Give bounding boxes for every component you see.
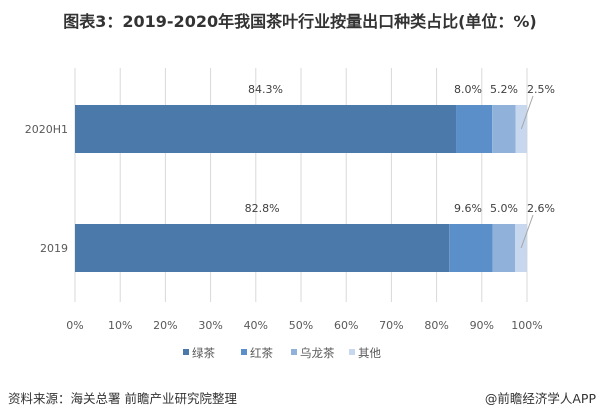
x-tick-label: 30% (198, 319, 222, 332)
data-label: 84.3% (248, 83, 283, 96)
x-tick-label: 0% (66, 319, 83, 332)
bar-segment (492, 224, 516, 272)
bar-segment (75, 224, 450, 272)
x-tick-label: 100% (511, 319, 542, 332)
bar-segment (75, 105, 457, 153)
data-label: 2.6% (527, 202, 555, 215)
legend-label: 绿茶 (192, 346, 215, 360)
leader-line (520, 95, 534, 130)
data-label: 8.0% (454, 83, 482, 96)
legend-swatch (183, 349, 189, 355)
legend-swatch (241, 349, 247, 355)
x-tick-label: 20% (153, 319, 177, 332)
x-tick-label: 40% (244, 319, 268, 332)
source-note: 资料来源：海关总署 前瞻产业研究院整理 (8, 391, 237, 406)
bar-segment (449, 224, 493, 272)
legend-label: 红茶 (250, 346, 273, 360)
x-tick-label: 80% (424, 319, 448, 332)
x-tick-label: 10% (108, 319, 132, 332)
data-label: 5.2% (490, 83, 518, 96)
legend-swatch (291, 349, 297, 355)
y-category-label: 2019 (40, 242, 68, 255)
bar-chart: 0% 10% 20% 30% 40% 50% 60% 70% 80% 90% 100% 2020H1 8… (25, 68, 555, 360)
data-label: 2.5% (527, 83, 555, 96)
legend-label: 乌龙茶 (300, 346, 335, 360)
y-category-label: 2020H1 (25, 123, 68, 136)
brand-credit: @前瞻经济学人APP (484, 391, 596, 406)
x-tick-label: 60% (334, 319, 358, 332)
data-label: 9.6% (454, 202, 482, 215)
x-tick-label: 90% (470, 319, 494, 332)
bar-segment (456, 105, 493, 153)
data-label: 5.0% (490, 202, 518, 215)
x-tick-label: 50% (289, 319, 313, 332)
legend-swatch (349, 349, 355, 355)
chart-title: 图表3：2019-2020年我国茶叶行业按量出口种类占比(单位：%) (63, 12, 537, 31)
x-tick-label: 70% (379, 319, 403, 332)
legend-label: 其他 (358, 346, 381, 360)
leader-line (520, 214, 534, 249)
bar-segment (492, 105, 516, 153)
data-label: 82.8% (245, 202, 280, 215)
